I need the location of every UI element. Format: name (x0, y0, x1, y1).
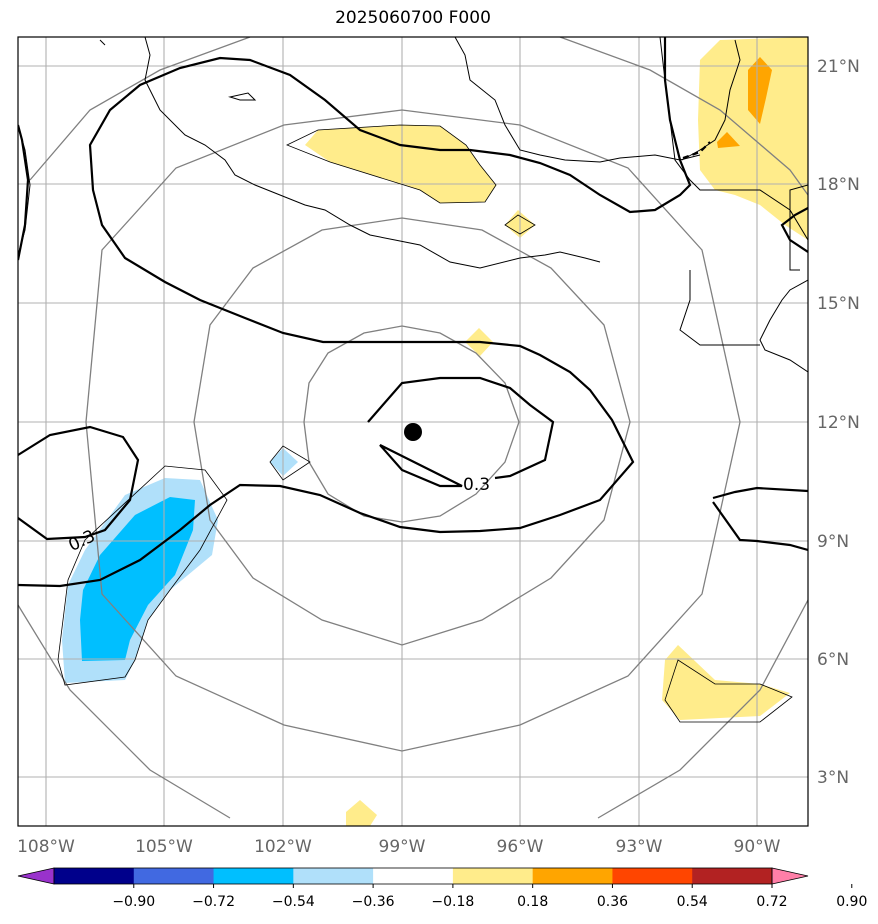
lon-label: 96°W (497, 837, 544, 857)
outline-small-diamond (269, 445, 311, 481)
shade-yellow-north (305, 125, 496, 203)
lat-label: 9°N (817, 532, 849, 552)
lon-label: 108°W (17, 837, 75, 857)
outline-blue-west (57, 465, 228, 686)
colorbar-extend-high (771, 867, 809, 885)
map-plot-area: 0.3 0.3 (18, 37, 808, 826)
range-ring-2 (193, 217, 631, 646)
range-rings (18, 37, 808, 819)
coastline-gulf (454, 37, 701, 163)
colorbar-segment (692, 868, 773, 884)
colorbar-segment (373, 868, 454, 884)
colorbar-extend-low (17, 867, 55, 885)
coastline-mexico (144, 37, 601, 269)
coastline-island (228, 92, 257, 101)
colorbar-tick-label: −0.72 (192, 894, 235, 910)
lat-label: 18°N (817, 175, 860, 195)
lon-label: 93°W (616, 837, 663, 857)
outline-small-north (504, 214, 536, 235)
shade-orange-northeast-1 (748, 57, 772, 124)
colorbar-tick-label: −0.90 (112, 894, 155, 910)
lat-label: 21°N (817, 57, 860, 77)
latitude-labels: 3°N 6°N 9°N 12°N 15°N 18°N 21°N (817, 57, 860, 788)
colorbar-tick-label: −0.36 (352, 894, 395, 910)
contour-east (712, 486, 808, 552)
shade-yellow-south (346, 800, 377, 826)
contour-northeast-right (780, 207, 808, 253)
colorbar-segment (54, 868, 135, 884)
storm-center-marker (404, 423, 422, 441)
range-ring-3 (85, 109, 741, 752)
lat-label: 12°N (817, 413, 860, 433)
map-title: 2025060700 F000 (335, 8, 491, 28)
colorbar-segment (612, 868, 693, 884)
colorbar: −0.90 −0.72 −0.54 −0.36 −0.18 0.18 0.36 0.54 0.7… (17, 867, 867, 910)
colorbar-frame (53, 867, 773, 885)
coastline-central-america (759, 184, 808, 373)
colorbar-tick-label: 0.72 (756, 894, 787, 910)
lat-label: 3°N (817, 768, 849, 788)
colorbar-tick-label: 0.36 (597, 894, 628, 910)
shaded-positive-regions (305, 37, 808, 826)
colorbar-segment (452, 868, 534, 884)
lon-label: 90°W (734, 837, 781, 857)
lon-label: 105°W (135, 837, 193, 857)
shade-outlines (57, 124, 793, 723)
colorbar-tick-label: −0.54 (272, 894, 315, 910)
plot-frame (17, 36, 809, 827)
shaded-negative-regions (62, 448, 298, 683)
outline-southeast (664, 659, 793, 723)
shade-blue-west (80, 497, 195, 661)
coastline-land-east (681, 39, 808, 241)
contour-label-inner: 0.3 (463, 475, 490, 495)
colorbar-tick-label: 0.18 (517, 894, 548, 910)
shade-yellow-southeast (662, 645, 790, 720)
contour-west (18, 425, 140, 541)
shade-lightblue-small (270, 448, 298, 476)
colorbar-segment (213, 868, 294, 884)
outline-yellow-north (286, 124, 497, 204)
contour-west-edge (18, 124, 30, 261)
contour-inner (367, 376, 555, 488)
lon-label: 102°W (254, 837, 312, 857)
coastline-small-1 (99, 39, 106, 46)
contour-outer (18, 37, 692, 588)
longitude-labels: 108°W 105°W 102°W 99°W 96°W 93°W 90°W (17, 837, 781, 857)
colorbar-segment (532, 868, 613, 884)
bold-contours (18, 37, 808, 588)
lon-label: 99°W (379, 837, 426, 857)
lat-label: 6°N (817, 650, 849, 670)
colorbar-tick-label: 0.54 (677, 894, 708, 910)
colorbar-tick-label: 0.90 (836, 894, 867, 910)
colorbar-tick-label: −0.18 (431, 894, 474, 910)
colorbar-segment (293, 868, 374, 884)
shade-orange-northeast-2 (717, 132, 740, 148)
range-ring-1 (303, 325, 520, 523)
colorbar-segment (133, 868, 215, 884)
graticule (18, 37, 808, 826)
lat-label: 15°N (817, 294, 860, 314)
coastline-inland-1 (679, 270, 760, 346)
range-ring-4 (18, 37, 808, 819)
